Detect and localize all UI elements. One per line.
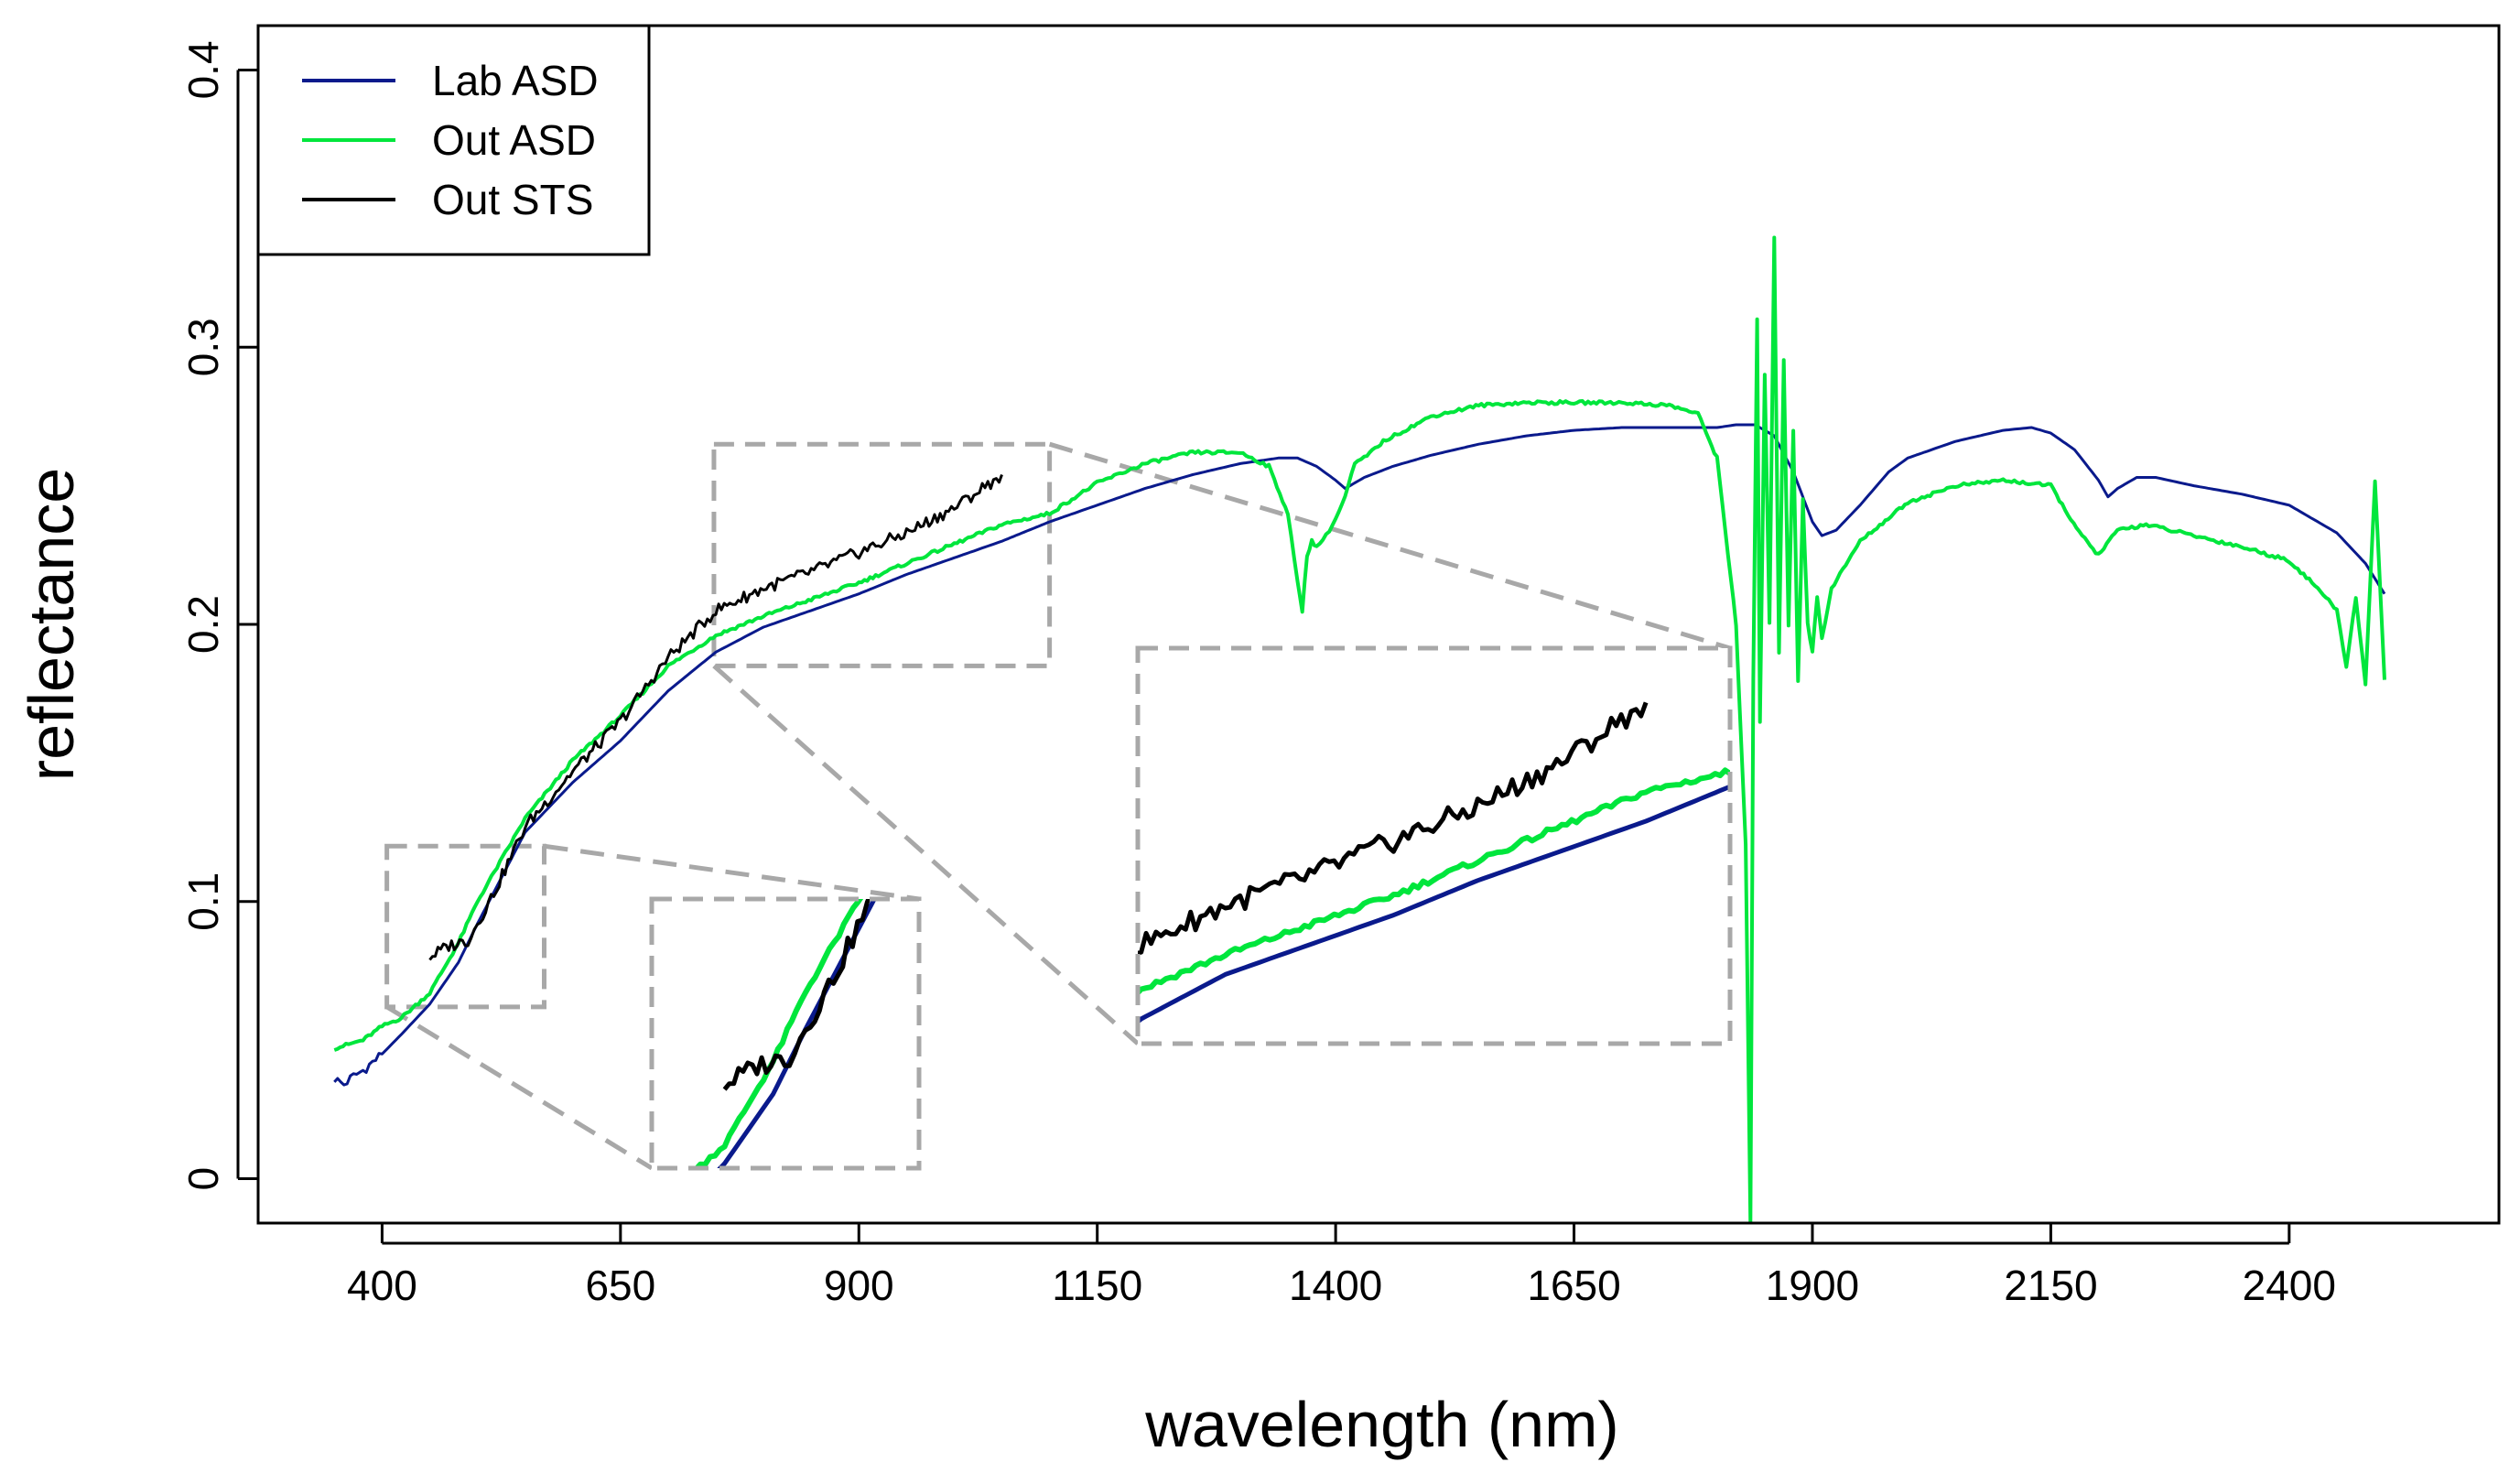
zoom-nir-series: [1138, 701, 1730, 1025]
zoom-nir-line-out-sts: [1138, 701, 1649, 956]
zoom-callouts: [384, 441, 1731, 1171]
zoom-vis-source-box: [384, 843, 547, 1010]
zoom-vis-connector-bottom: [385, 1004, 654, 1171]
x-tick-label: 2150: [2004, 1262, 2097, 1309]
x-tick-label: 2400: [2243, 1262, 2336, 1309]
legend-label-lab-asd: Lab ASD: [432, 57, 599, 104]
series-layer: [333, 235, 2386, 1223]
series-line-lab-asd: [333, 423, 2386, 1087]
zoom-vis-line-out-asd: [693, 899, 864, 1168]
x-tick-label: 400: [347, 1262, 417, 1309]
series-line-out-asd: [333, 235, 2386, 1223]
x-tick-label: 650: [585, 1262, 655, 1309]
x-tick-label: 1650: [1527, 1262, 1620, 1309]
zoom-nir-frame: [1135, 645, 1733, 1046]
x-tick-label: 900: [824, 1262, 894, 1309]
y-tick-label: 0.4: [179, 40, 227, 99]
zoom-nir-connector-top: [1048, 441, 1731, 651]
zoom-nir-line-out-asd: [1138, 767, 1730, 997]
zoom-nir: [1135, 645, 1733, 1046]
y-tick-label: 0.1: [179, 872, 227, 931]
zoom-vis-frame: [649, 896, 922, 1171]
zoom-nir-connector-bottom: [712, 664, 1140, 1045]
insets-layer: [649, 645, 1733, 1171]
zoom-nir-source-box: [711, 441, 1053, 668]
zoom-vis: [649, 896, 922, 1171]
legend-label-out-asd: Out ASD: [432, 116, 596, 164]
x-axis-title: wavelength (nm): [1144, 1389, 1618, 1460]
y-axis-title: reflectance: [16, 468, 87, 781]
zoom-vis-series: [693, 899, 878, 1168]
y-tick-label: 0.3: [179, 318, 227, 376]
series-line-out-sts: [428, 473, 1003, 961]
x-axis: 400 650 900 1150 1400 1650 1900 2150 2400: [347, 1223, 2336, 1309]
x-tick-label: 1900: [1766, 1262, 1859, 1309]
zoom-vis-connector-top: [544, 843, 920, 902]
zoom-vis-line-lab-asd: [717, 899, 878, 1168]
legend: Lab ASD Out ASD Out STS: [256, 24, 651, 256]
zoom-vis-line-out-sts: [722, 899, 871, 1091]
x-tick-label: 1400: [1289, 1262, 1382, 1309]
zoom-nir-line-lab-asd: [1138, 784, 1730, 1025]
y-axis: 0 0.1 0.2 0.3 0.4: [179, 40, 258, 1190]
y-tick-label: 0.2: [179, 595, 227, 654]
legend-label-out-sts: Out STS: [432, 176, 593, 223]
x-tick-label: 1150: [1052, 1262, 1142, 1309]
zoom-nir-background: [1138, 648, 1730, 1044]
y-tick-label: 0: [179, 1167, 227, 1191]
